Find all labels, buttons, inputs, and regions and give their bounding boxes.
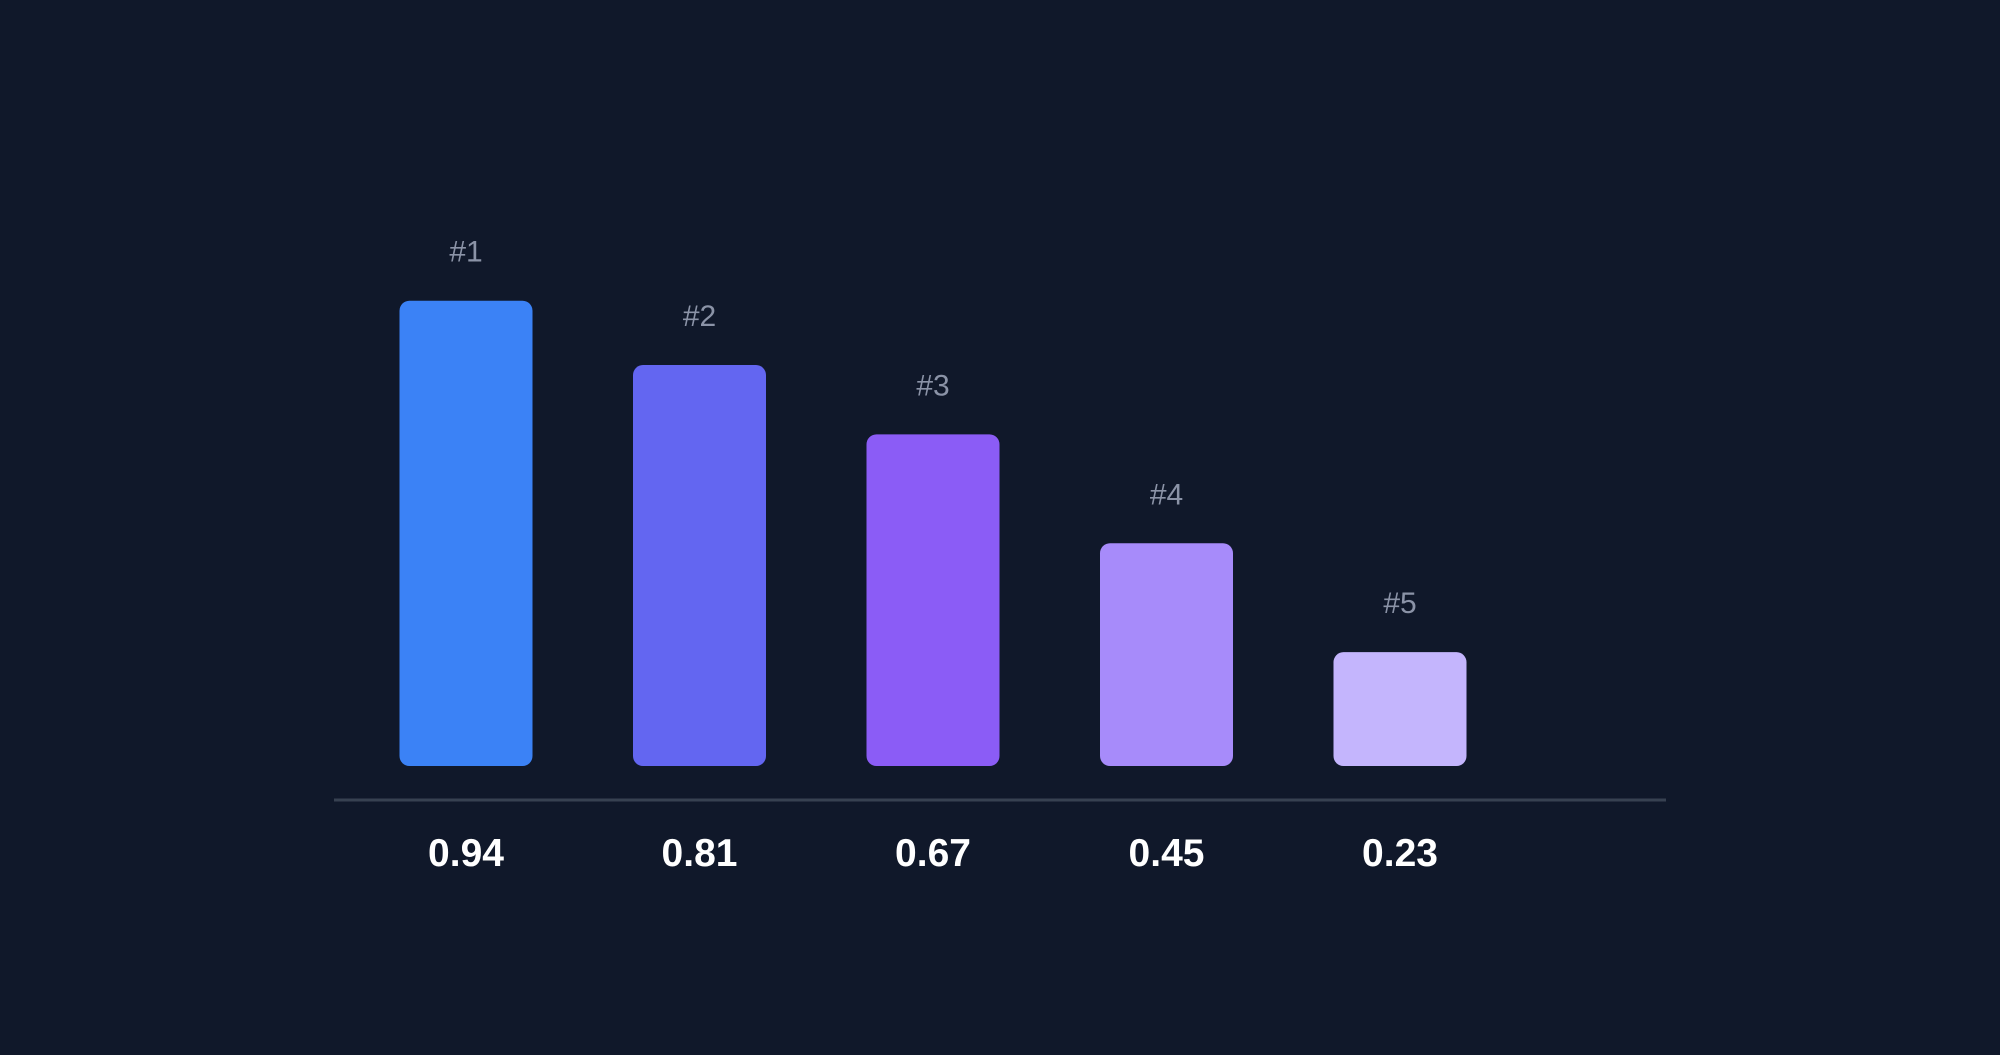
rank-label-3: #3 bbox=[916, 369, 949, 402]
bars-layer bbox=[399, 300, 1467, 766]
rank-label-5: #5 bbox=[1383, 587, 1416, 620]
rank-label-2: #2 bbox=[683, 300, 716, 333]
value-label-1: 0.94 bbox=[428, 832, 504, 875]
bar-3 bbox=[866, 434, 1000, 766]
value-label-2: 0.81 bbox=[662, 832, 738, 875]
rank-label-4: #4 bbox=[1150, 478, 1183, 511]
labels-layer: #1 0.94 #2 0.81 #3 0.67 #4 0.45 #5 0.23 bbox=[428, 236, 1438, 875]
bar-2 bbox=[633, 365, 766, 766]
value-label-3: 0.67 bbox=[895, 832, 971, 875]
bar-1 bbox=[399, 300, 533, 766]
rank-label-1: #1 bbox=[449, 236, 482, 269]
value-label-5: 0.23 bbox=[1362, 832, 1438, 875]
bar-5 bbox=[1333, 652, 1467, 766]
value-label-4: 0.45 bbox=[1129, 832, 1205, 875]
bar-4 bbox=[1100, 543, 1233, 766]
